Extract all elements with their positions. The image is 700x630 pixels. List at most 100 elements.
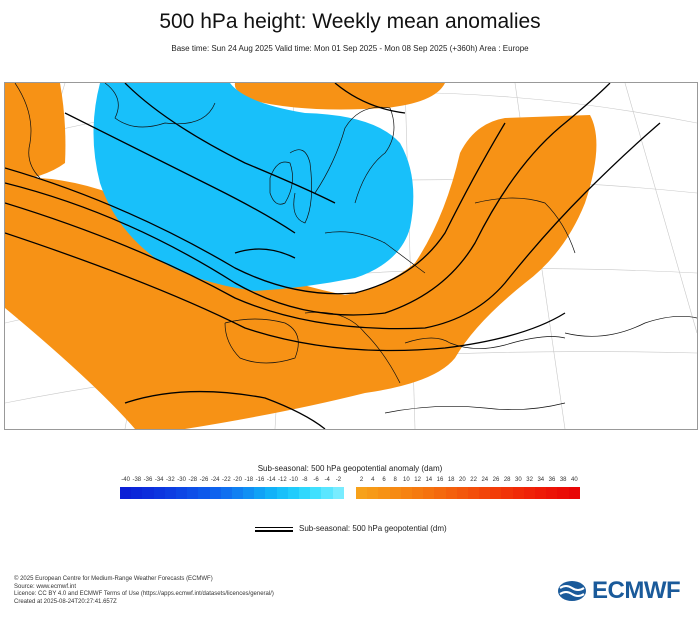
colorbar-tick-label: 18 [447, 477, 455, 483]
colorbar-title: Sub-seasonal: 500 hPa geopotential anoma… [257, 464, 443, 473]
coastlines [14, 83, 697, 414]
colorbar-tick-label: -14 [266, 477, 276, 483]
ecmwf-logo-text: ECMWF [592, 577, 681, 604]
footer-credits: © 2025 European Centre for Medium-Range … [14, 576, 274, 606]
colorbar-tick-label: -4 [324, 477, 330, 483]
colorbar-positive-swatch [512, 487, 524, 499]
colorbar-tick-label: -16 [255, 477, 265, 483]
footer-licence[interactable]: Licence: CC BY 4.0 and ECMWF Terms of Us… [14, 591, 274, 598]
colorbar-positive-swatch [557, 487, 569, 499]
colorbar-tick-label: 26 [492, 477, 500, 483]
geopotential-contours [5, 83, 661, 429]
colorbar-positive [356, 487, 580, 499]
colorbar-tick-label: 24 [481, 477, 489, 483]
colorbar-tick-label: -34 [154, 477, 164, 483]
colorbar-negative-swatch [131, 487, 143, 499]
colorbar-tick-label: -32 [166, 477, 175, 483]
colorbar-negative-swatch [187, 487, 199, 499]
colorbar-positive-swatch [546, 487, 558, 499]
colorbar-positive-swatch [479, 487, 491, 499]
colorbar-tick-label: 22 [470, 477, 477, 483]
colorbar-tick-label: 4 [371, 477, 375, 483]
colorbar-negative-swatch [254, 487, 266, 499]
positive-anomaly-north [234, 83, 445, 110]
colorbar-tick-label: -20 [233, 477, 242, 483]
anomaly-map [4, 82, 698, 430]
colorbar-tick-label: -22 [222, 477, 231, 483]
colorbar-positive-swatch [501, 487, 513, 499]
colorbar-negative-swatch [310, 487, 322, 499]
colorbar-negative-swatch [142, 487, 154, 499]
colorbar-negative-swatch [198, 487, 210, 499]
colorbar-tick-label: 36 [548, 477, 556, 483]
colorbar-tick-label: -6 [313, 477, 319, 483]
colorbar-positive-swatch [389, 487, 401, 499]
colorbar-positive-swatch [467, 487, 480, 499]
colorbar-positive-swatch [400, 487, 412, 499]
colorbar-tick-label: 14 [425, 477, 433, 483]
colorbar-tick-label: -24 [210, 477, 220, 483]
colorbar-tick-label: 28 [503, 477, 511, 483]
colorbar-positive-swatch [356, 487, 368, 499]
colorbar-tick-label: 32 [526, 477, 533, 483]
colorbar-negative-swatch [120, 487, 132, 499]
colorbar-positive-swatch [456, 487, 468, 499]
colorbar-tick-label: 16 [436, 477, 444, 483]
map-title: 500 hPa height: Weekly mean anomalies [159, 10, 541, 33]
colorbar-tick-label: 6 [382, 477, 386, 483]
colorbar-tick-label: 8 [393, 477, 397, 483]
colorbar-tick-label: 2 [359, 477, 364, 483]
colorbar-positive-swatch [445, 487, 457, 499]
negative-anomaly [93, 83, 414, 291]
colorbar-positive-swatch [378, 487, 390, 499]
colorbar-tick-label: -38 [132, 477, 142, 483]
colorbar-negative-swatch [332, 487, 344, 499]
colorbar-tick-label: 34 [537, 477, 545, 483]
footer-copyright: © 2025 European Centre for Medium-Range … [14, 576, 213, 582]
colorbar-positive-swatch [535, 487, 547, 499]
positive-anomaly [5, 83, 597, 429]
colorbar-positive-swatch [423, 487, 435, 499]
footer-source: Source: www.ecmwf.int [14, 583, 77, 590]
ecmwf-logo[interactable]: ECMWF [556, 577, 681, 604]
colorbar-tick-label: 10 [403, 477, 410, 483]
colorbar-positive-swatch [434, 487, 446, 499]
colorbar-negative-swatch [243, 487, 255, 499]
colorbar-tick-label: -2 [335, 477, 342, 483]
colorbar-tick-label: 30 [515, 477, 522, 483]
colorbar-tick-label: 12 [414, 477, 421, 483]
ecmwf-logo-icon [558, 581, 586, 601]
colorbar-negative-swatch [175, 487, 188, 499]
colorbar-negative-swatch [321, 487, 333, 499]
colorbar-tick-label: -30 [177, 477, 186, 483]
colorbar-positive-swatch [568, 487, 580, 499]
map-subtitle: Base time: Sun 24 Aug 2025 Valid time: M… [171, 44, 529, 53]
colorbar-tick-label: -18 [244, 477, 254, 483]
contour-legend-label: Sub-seasonal: 500 hPa geopotential (dm) [299, 524, 447, 533]
colorbar-tick-label: -8 [302, 477, 308, 483]
map-canvas [5, 83, 697, 429]
colorbar-negative-swatch [231, 487, 244, 499]
colorbar-negative-swatch [153, 487, 165, 499]
colorbar-negative-swatch [164, 487, 176, 499]
colorbar-tick-label: -26 [199, 477, 209, 483]
colorbar-tick-label: -40 [121, 477, 130, 483]
contour-legend-symbol [255, 527, 293, 532]
colorbar-tick-label: 20 [459, 477, 466, 483]
colorbar-negative-swatch [220, 487, 232, 499]
colorbar-tick-label: 38 [559, 477, 567, 483]
colorbar-negative-swatch [287, 487, 299, 499]
colorbar-tick-label: -10 [289, 477, 298, 483]
colorbar-positive-swatch [523, 487, 535, 499]
colorbar-positive-swatch [367, 487, 379, 499]
colorbar-negative [120, 487, 344, 499]
colorbar-negative-swatch [299, 487, 311, 499]
colorbar-tick-label: -12 [278, 477, 287, 483]
colorbar-negative-swatch [276, 487, 288, 499]
colorbar-negative-swatch [265, 487, 277, 499]
colorbar-positive-swatch [490, 487, 502, 499]
colorbar-tick-label: 40 [571, 477, 578, 483]
colorbar-tick-label: -28 [188, 477, 198, 483]
colorbar-negative-swatch [209, 487, 221, 499]
footer-created: Created at 2025-08-24T20:27:41.657Z [14, 598, 117, 605]
